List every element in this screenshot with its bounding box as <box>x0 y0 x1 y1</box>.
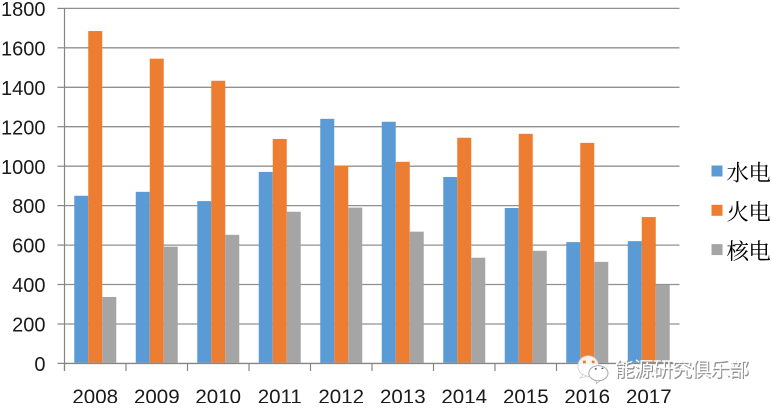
svg-text:800: 800 <box>12 196 45 218</box>
svg-text:2012: 2012 <box>318 385 364 403</box>
svg-text:200: 200 <box>12 315 45 337</box>
svg-text:2010: 2010 <box>195 385 241 403</box>
svg-text:1000: 1000 <box>1 157 46 179</box>
svg-text:2014: 2014 <box>441 385 487 403</box>
svg-text:1400: 1400 <box>1 78 46 100</box>
svg-text:400: 400 <box>12 275 45 297</box>
svg-text:2008: 2008 <box>72 385 118 403</box>
svg-text:2015: 2015 <box>503 385 549 403</box>
svg-text:1800: 1800 <box>1 0 46 21</box>
svg-text:2009: 2009 <box>134 385 180 403</box>
svg-text:2011: 2011 <box>258 385 302 403</box>
svg-text:600: 600 <box>12 236 45 258</box>
svg-text:0: 0 <box>34 354 45 376</box>
svg-text:2013: 2013 <box>380 385 426 403</box>
svg-text:2017: 2017 <box>626 385 672 403</box>
svg-text:2016: 2016 <box>564 385 610 403</box>
svg-text:1600: 1600 <box>1 38 46 60</box>
svg-text:1200: 1200 <box>1 117 46 139</box>
